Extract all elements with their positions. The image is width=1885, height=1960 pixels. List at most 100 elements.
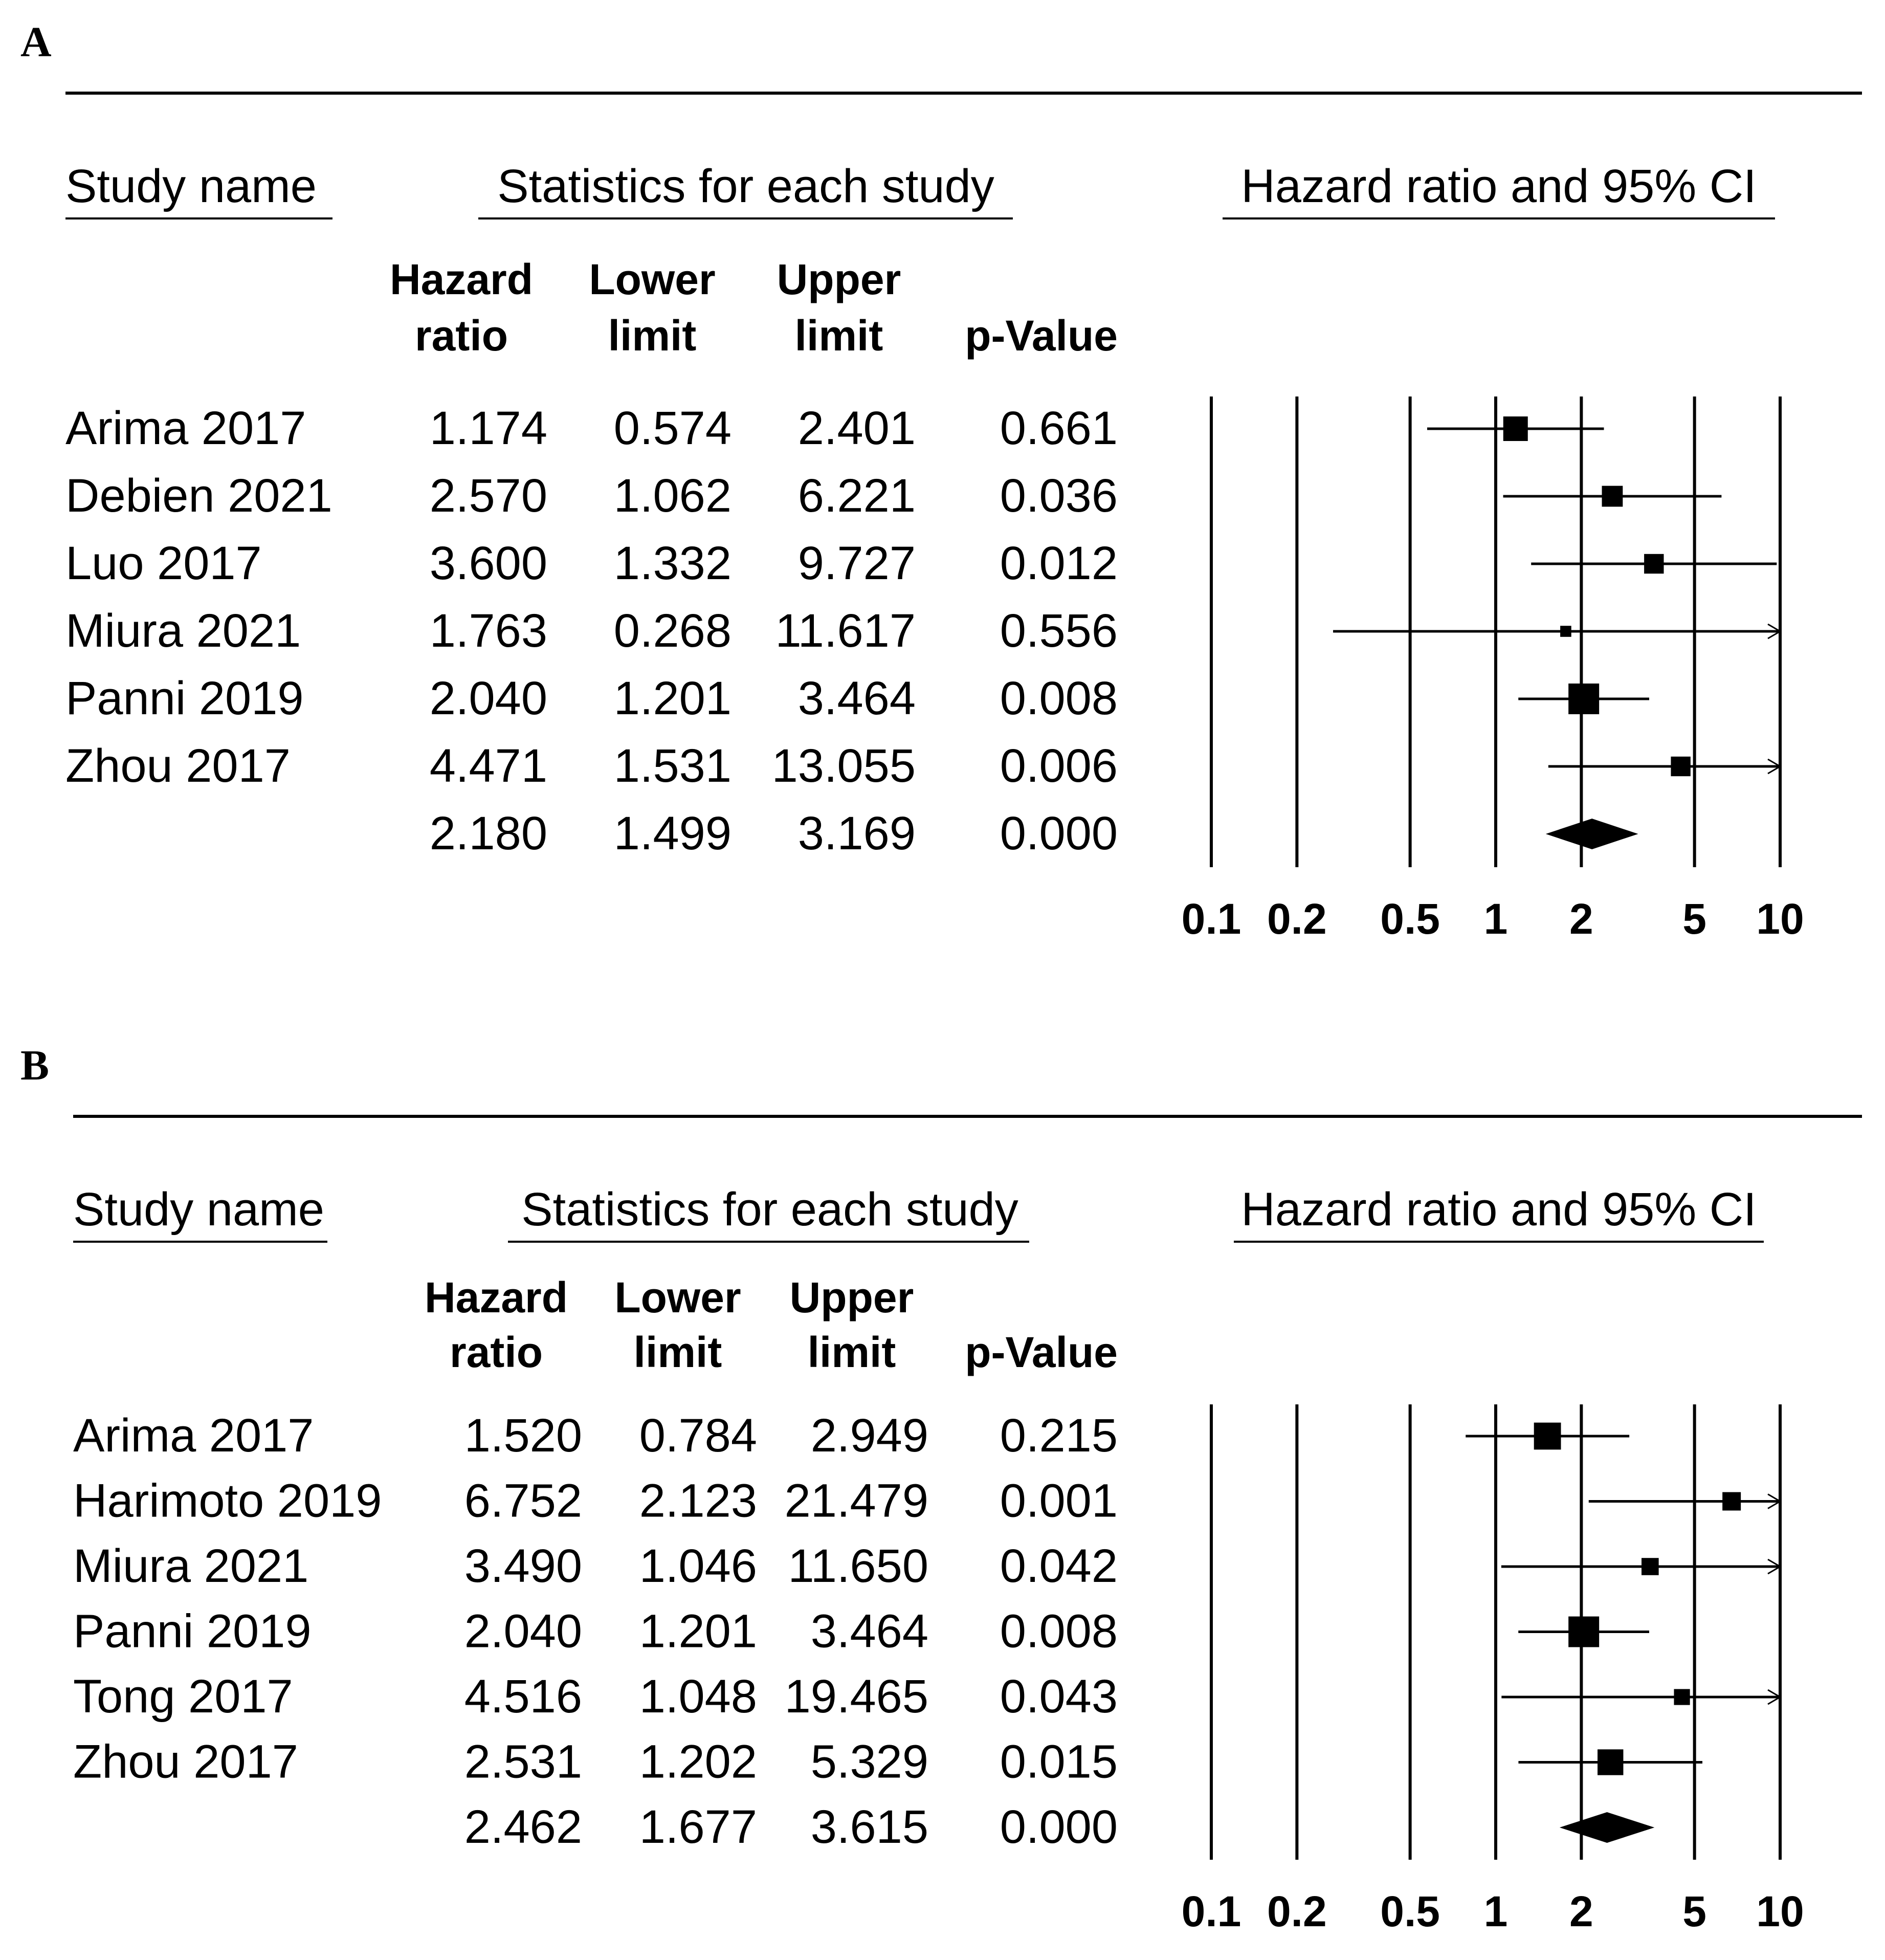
upper-limit-value: 2.401	[798, 402, 916, 454]
upper-limit-col-header-line1: Upper	[790, 1273, 914, 1322]
study-name: Arima 2017	[65, 402, 306, 454]
point-estimate-marker	[1598, 1749, 1624, 1775]
lower-limit-col-header-line2: limit	[634, 1328, 722, 1376]
hazard-ratio-value: 2.531	[464, 1736, 582, 1788]
x-tick-label: 1	[1484, 1887, 1508, 1935]
point-estimate-marker	[1602, 486, 1623, 507]
p-value: 0.215	[1000, 1410, 1118, 1462]
lower-limit-value: 1.201	[614, 672, 731, 724]
point-estimate-marker	[1503, 416, 1528, 441]
lower-limit-value: 0.784	[639, 1410, 757, 1462]
summary-upper-limit: 3.169	[798, 807, 916, 860]
point-estimate-marker	[1534, 1422, 1561, 1450]
lower-limit-value: 0.574	[614, 402, 731, 454]
lower-limit-value: 1.202	[639, 1736, 757, 1788]
upper-limit-value: 3.464	[811, 1605, 928, 1658]
upper-limit-col-header-line2: limit	[808, 1328, 896, 1376]
summary-hazard-ratio: 2.180	[430, 807, 547, 860]
study-name: Miura 2021	[73, 1540, 308, 1592]
lower-limit-value: 1.201	[639, 1605, 757, 1658]
upper-limit-value: 3.464	[798, 672, 916, 724]
hazard-ratio-col-header-line1: Hazard	[425, 1273, 568, 1322]
study-name: Zhou 2017	[65, 740, 291, 792]
x-tick-label: 0.1	[1182, 1887, 1241, 1935]
hazard-ratio-value: 1.520	[464, 1410, 582, 1462]
lower-limit-value: 1.046	[639, 1540, 757, 1592]
panel-a: A Study name Statistics for each study Haza…	[20, 18, 1862, 943]
statistics-header: Statistics for each study	[497, 160, 994, 212]
ci-arrow	[1767, 1689, 1782, 1705]
point-estimate-marker	[1722, 1492, 1741, 1511]
study-name: Zhou 2017	[73, 1736, 298, 1788]
hazard-ratio-value: 4.471	[430, 740, 547, 792]
x-tick-label: 10	[1756, 895, 1804, 943]
hazard-ratio-value: 2.570	[430, 470, 547, 522]
x-tick-label: 0.2	[1267, 1887, 1327, 1935]
ci-arrow	[1767, 1558, 1782, 1575]
lower-limit-value: 0.268	[614, 605, 731, 657]
p-value: 0.006	[1000, 740, 1118, 792]
hazard-ratio-value: 1.763	[430, 605, 547, 657]
upper-limit-value: 11.617	[775, 605, 916, 657]
statistics-header: Statistics for each study	[521, 1183, 1018, 1236]
ci-arrow	[1767, 623, 1782, 640]
summary-lower-limit: 1.499	[614, 807, 731, 860]
summary-hazard-ratio: 2.462	[464, 1801, 582, 1853]
upper-limit-value: 5.329	[811, 1736, 928, 1788]
x-tick-label: 0.1	[1182, 895, 1241, 943]
hazard-ratio-value: 2.040	[430, 672, 547, 724]
x-tick-label: 1	[1484, 895, 1508, 943]
p-value: 0.043	[1000, 1670, 1118, 1723]
hazard-ratio-value: 6.752	[464, 1475, 582, 1527]
hazard-ratio-value: 1.174	[430, 402, 547, 454]
x-tick-label: 10	[1756, 1887, 1804, 1935]
panel-b: B Study name Statistics for each study Haza…	[20, 1042, 1862, 1935]
lower-limit-value: 1.048	[639, 1670, 757, 1723]
lower-limit-value: 1.531	[614, 740, 731, 792]
p-value: 0.008	[1000, 672, 1118, 724]
p-value: 0.015	[1000, 1736, 1118, 1788]
study-name: Harimoto 2019	[73, 1475, 382, 1527]
study-name: Tong 2017	[73, 1670, 293, 1723]
upper-limit-col-header-line1: Upper	[777, 255, 901, 303]
study-name: Luo 2017	[65, 537, 262, 589]
hazard-ratio-value: 4.516	[464, 1670, 582, 1723]
panel-label: A	[20, 18, 52, 66]
x-tick-label: 5	[1682, 1887, 1706, 1935]
summary-diamond	[1559, 1812, 1655, 1843]
x-tick-label: 0.2	[1267, 895, 1327, 943]
lower-limit-value: 2.123	[639, 1475, 757, 1527]
summary-lower-limit: 1.677	[639, 1801, 757, 1853]
study-name: Panni 2019	[65, 672, 304, 724]
hazard-ratio-col-header-line2: ratio	[415, 312, 508, 360]
hazard-ratio-ci-header: Hazard ratio and 95% CI	[1241, 160, 1756, 212]
upper-limit-value: 13.055	[772, 740, 916, 792]
summary-p-value: 0.000	[1000, 807, 1118, 860]
point-estimate-marker	[1644, 554, 1664, 574]
upper-limit-value: 9.727	[798, 537, 916, 589]
upper-limit-col-header-line2: limit	[795, 312, 883, 360]
ci-arrow	[1767, 758, 1782, 775]
upper-limit-value: 6.221	[798, 470, 916, 522]
study-name: Debien 2021	[65, 470, 332, 522]
point-estimate-marker	[1568, 684, 1600, 714]
point-estimate-marker	[1642, 1558, 1659, 1575]
point-estimate-marker	[1568, 1616, 1600, 1647]
point-estimate-marker	[1560, 626, 1571, 637]
study-name-header: Study name	[73, 1183, 324, 1236]
hazard-ratio-col-header-line1: Hazard	[390, 255, 533, 303]
study-name: Miura 2021	[65, 605, 301, 657]
x-tick-label: 2	[1569, 1887, 1593, 1935]
lower-limit-value: 1.332	[614, 537, 731, 589]
p-value: 0.012	[1000, 537, 1118, 589]
x-tick-label: 0.5	[1380, 895, 1440, 943]
lower-limit-col-header-line1: Lower	[614, 1273, 741, 1322]
upper-limit-value: 21.479	[785, 1475, 928, 1527]
p-value-col-header: p-Value	[965, 312, 1118, 360]
ci-arrow	[1767, 1493, 1782, 1509]
study-name: Arima 2017	[73, 1410, 314, 1462]
panel-label: B	[20, 1042, 49, 1089]
upper-limit-value: 19.465	[785, 1670, 928, 1723]
